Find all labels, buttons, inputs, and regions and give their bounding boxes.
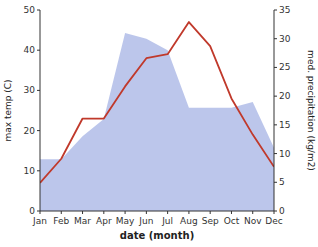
x-axis-label: date (month) bbox=[120, 230, 194, 241]
y2-tick bbox=[274, 10, 277, 11]
x-tick-label: Dec bbox=[265, 216, 282, 226]
x-tick bbox=[82, 211, 83, 214]
y-tick-label: 0 bbox=[29, 206, 35, 216]
y2-tick bbox=[274, 153, 277, 154]
y2-tick-label: 30 bbox=[279, 34, 291, 44]
x-tick bbox=[61, 211, 62, 214]
x-tick-label: Jan bbox=[32, 216, 47, 226]
marks bbox=[40, 22, 274, 211]
y2-tick-label: 35 bbox=[279, 5, 290, 15]
x-tick bbox=[125, 211, 126, 214]
temperature-line bbox=[40, 22, 274, 183]
y2-tick-label: 10 bbox=[279, 149, 291, 159]
y-tick bbox=[37, 90, 40, 91]
y-tick-label: 50 bbox=[24, 5, 36, 15]
x-tick-label: Jul bbox=[161, 216, 173, 226]
x-tick-label: Aug bbox=[180, 216, 198, 226]
x-tick-label: Oct bbox=[224, 216, 240, 226]
x-tick bbox=[146, 211, 147, 214]
x-tick bbox=[231, 211, 232, 214]
y2-tick bbox=[274, 182, 277, 183]
y-tick-label: 40 bbox=[24, 45, 36, 55]
y-tick bbox=[37, 211, 40, 212]
y2-tick bbox=[274, 67, 277, 68]
x-tick bbox=[167, 211, 168, 214]
y-tick bbox=[37, 170, 40, 171]
y2-tick bbox=[274, 96, 277, 97]
x-tick bbox=[210, 211, 211, 214]
x-tick bbox=[103, 211, 104, 214]
y-tick bbox=[37, 50, 40, 51]
y2-tick bbox=[274, 38, 277, 39]
x-tick bbox=[252, 211, 253, 214]
y2-axis-line bbox=[274, 10, 275, 211]
chart: JanFebMarAprMayJunJulAugSepOctNovDec0102… bbox=[0, 0, 318, 247]
x-tick-label: Apr bbox=[96, 216, 112, 226]
y-tick-label: 30 bbox=[24, 85, 36, 95]
x-tick-label: Mar bbox=[74, 216, 91, 226]
y2-tick-label: 5 bbox=[279, 177, 285, 187]
x-axis-line bbox=[40, 211, 274, 212]
x-tick bbox=[188, 211, 189, 214]
x-tick-label: Jun bbox=[138, 216, 153, 226]
y2-tick bbox=[274, 211, 277, 212]
y-tick-label: 10 bbox=[24, 166, 36, 176]
x-tick-label: Sep bbox=[202, 216, 219, 226]
x-tick-label: Feb bbox=[53, 216, 69, 226]
y2-tick-label: 15 bbox=[279, 120, 290, 130]
y2-axis-label: med. precipitation (kg/m2) bbox=[306, 50, 316, 171]
y-axis-line bbox=[40, 10, 41, 211]
x-tick-label: Nov bbox=[244, 216, 262, 226]
y-tick bbox=[37, 130, 40, 131]
y2-tick-label: 0 bbox=[279, 206, 285, 216]
y-axis-label: max temp (C) bbox=[3, 79, 13, 141]
y2-tick-label: 25 bbox=[279, 62, 290, 72]
y2-tick bbox=[274, 124, 277, 125]
y2-tick-label: 20 bbox=[279, 91, 291, 101]
x-tick-label: May bbox=[116, 216, 135, 226]
y-tick bbox=[37, 10, 40, 11]
precipitation-area bbox=[40, 33, 274, 211]
y-tick-label: 20 bbox=[24, 126, 36, 136]
